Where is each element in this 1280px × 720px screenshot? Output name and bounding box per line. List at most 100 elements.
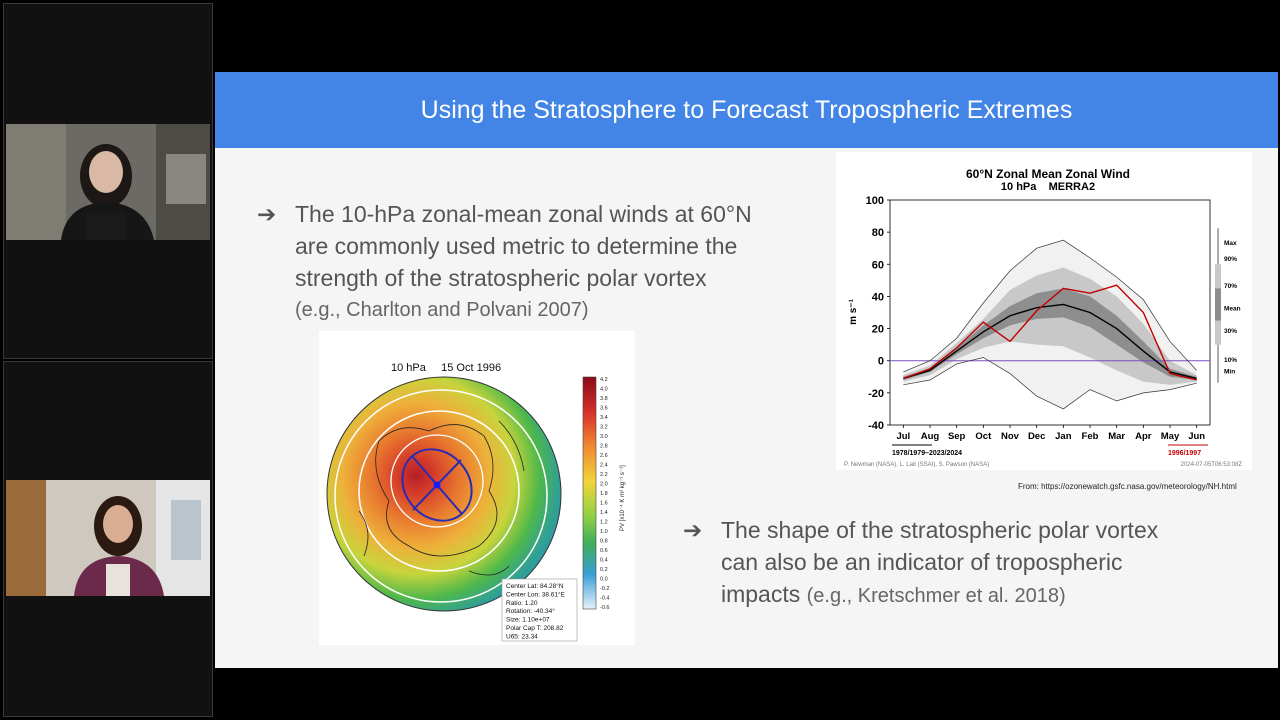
colorbar-tick-label: 3.4 <box>600 415 608 421</box>
x-tick-label: Sep <box>948 431 966 442</box>
chart-plot-area: 100 80 60 40 20 0 -20 -40 Jul Aug Sep Oct Nov Dec Jan F… <box>866 195 1241 446</box>
slide-header: Using the Stratosphere to Forecast Tropo… <box>215 72 1278 148</box>
polar-vortex-map: 10 hPa 15 Oct 1996 4.2 4.0 3.8 3.6 3.4 3.2 3.0… <box>326 362 626 642</box>
presentation-slide: Using the Stratosphere to Forecast Tropo… <box>215 72 1278 668</box>
x-tick-label: May <box>1161 431 1180 442</box>
colorbar-tick-label: -0.2 <box>600 586 609 592</box>
legend-entry: 10% <box>1224 357 1237 364</box>
colorbar-tick-label: 1.4 <box>600 510 608 516</box>
figure-source-credit: From: https://ozonewatch.gsfc.nasa.gov/m… <box>1018 482 1237 491</box>
colorbar-label: PV [x10⁻⁴ K m² kg⁻¹ s⁻¹] <box>619 465 626 531</box>
x-tick-label: Nov <box>1001 431 1020 442</box>
coastline <box>375 424 498 557</box>
contour-outer <box>334 389 548 603</box>
series-mean-line <box>903 303 1197 380</box>
colorbar-tick-label: 1.0 <box>600 529 608 535</box>
series-min-line <box>903 357 1197 410</box>
bullet-2-line-2: can also be an indicator of tropospheric <box>721 549 1123 575</box>
colorbar-tick-label: 4.2 <box>600 377 608 383</box>
contour-inner <box>390 434 484 528</box>
colorbar-tick-label: 2.2 <box>600 472 608 478</box>
map-info-line: Ratio: 1.20 <box>506 600 538 607</box>
x-tick-label: Feb <box>1082 431 1099 442</box>
colorbar-tick-label: 0.6 <box>600 548 608 554</box>
x-tick-label: Jul <box>896 431 910 442</box>
y-tick-label: -40 <box>868 420 884 432</box>
colorbar-tick-label: 3.2 <box>600 425 608 431</box>
map-info-box <box>501 578 578 642</box>
y-tick-label: 40 <box>872 291 884 303</box>
participant-tile-1[interactable] <box>3 3 213 359</box>
y-tick-label: 100 <box>866 195 884 207</box>
polar-vortex-map-figure: 10 hPa 15 Oct 1996 4.2 4.0 3.8 3.6 3.4 3.2 3.0… <box>319 331 635 645</box>
x-tick-label: Jun <box>1188 431 1205 442</box>
legend-entry: 30% <box>1224 328 1237 335</box>
colorbar-tick-label: 3.6 <box>600 406 608 412</box>
bullet-2-line-3: impacts <box>721 581 801 607</box>
chart-title: 60°N Zonal Mean Zonal Wind <box>966 167 1130 181</box>
x-tick-label: Mar <box>1108 431 1125 442</box>
y-tick-label: 60 <box>872 259 884 271</box>
map-info-line: U65: 23.34 <box>506 633 538 640</box>
bullet-1-line-1: The 10-hPa zonal-mean zonal winds at 60°… <box>295 201 752 227</box>
colorbar-tick-label: 4.0 <box>600 387 608 393</box>
colorbar-tick-label: 3.0 <box>600 434 608 440</box>
zonal-wind-chart-figure: 60°N Zonal Mean Zonal Wind 10 hPa MERRA2… <box>836 152 1252 470</box>
colorbar-tick-label: 1.2 <box>600 520 608 526</box>
participant-video-1 <box>6 124 210 240</box>
chart-ylabel: m s⁻¹ <box>848 298 859 325</box>
map-info-line: Center Lat: 84.28°N <box>506 582 564 590</box>
x-tick-label: Oct <box>975 431 992 442</box>
percentile-10-90-band <box>903 267 1197 385</box>
y-tick-label: 0 <box>878 356 884 368</box>
chart-subtitle: 10 hPa MERRA2 <box>1001 181 1095 193</box>
chart-credit: P. Newman (NASA), L. Lait (SSAI), S. Paw… <box>844 462 989 468</box>
bullet-1-line-2: are commonly used metric to determine th… <box>295 233 738 259</box>
bullet-2-line-1: The shape of the stratospheric polar vor… <box>721 517 1159 543</box>
arrow-bullet-icon: ➔ <box>257 201 277 227</box>
y-tick-label: -20 <box>868 388 884 400</box>
colorbar-tick-label: 0.4 <box>600 558 608 564</box>
colorbar-tick-label: 2.6 <box>600 453 608 459</box>
chart-timestamp: 2024-07-05T06:53:08Z <box>1181 462 1243 468</box>
bullet-1-citation: (e.g., Charlton and Polvani 2007) <box>295 299 589 321</box>
y-tick-label: 20 <box>872 324 884 336</box>
colorbar-tick-label: 0.8 <box>600 539 608 545</box>
legend-entry: Max <box>1224 240 1237 247</box>
colorbar-tick-label: -0.4 <box>600 596 609 602</box>
map-info-line: Center Lon: 38.61°E <box>506 590 566 598</box>
colorbar-tick-label: 2.0 <box>600 482 608 488</box>
legend-entry: 70% <box>1224 283 1237 290</box>
map-info-line: Rotation: -40.34° <box>506 607 555 615</box>
x-tick-label: Aug <box>921 431 940 442</box>
legend-band-30-70 <box>1215 288 1221 321</box>
bullet-vortex-strength: ➔ The 10-hPa zonal-mean zonal winds at 6… <box>257 198 835 326</box>
participant-tile-2[interactable] <box>3 361 213 717</box>
map-title: 10 hPa 15 Oct 1996 <box>391 362 501 374</box>
y-tick-label: 80 <box>872 227 884 239</box>
coastline <box>358 420 525 576</box>
colorbar-tick-label: 1.6 <box>600 501 608 507</box>
colorbar-tick-label: -0.6 <box>600 605 609 611</box>
participant-video-2 <box>6 480 210 596</box>
vortex-center <box>433 481 441 489</box>
x-tick-label: Apr <box>1135 431 1152 442</box>
period-label: 1978/1979–2023/2024 <box>892 450 962 457</box>
zonal-wind-chart: 60°N Zonal Mean Zonal Wind 10 hPa MERRA2… <box>844 167 1243 468</box>
colorbar <box>582 376 597 610</box>
slide-title: Using the Stratosphere to Forecast Tropo… <box>420 95 1073 124</box>
x-tick-label: Dec <box>1028 431 1045 442</box>
colorbar-ticks: 4.2 4.0 3.8 3.6 3.4 3.2 3.0 2.8 2.6 2.4 2.2 2.0 1.8 1… <box>600 377 609 611</box>
map-info-line: Size: 1.10e+07 <box>506 617 550 624</box>
contour-middle <box>358 410 520 572</box>
colorbar-tick-label: 1.8 <box>600 491 608 497</box>
colorbar-tick-label: 3.8 <box>600 396 608 402</box>
series-1996-1997-line <box>903 284 1197 381</box>
series-max-line <box>903 239 1197 373</box>
x-tick-label: Jan <box>1055 431 1072 442</box>
bullet-1-line-3: strength of the stratospheric polar vort… <box>295 265 707 291</box>
colorbar-tick-label: 0.0 <box>600 577 608 583</box>
legend-entry: 90% <box>1224 256 1237 263</box>
colorbar-tick-label: 0.2 <box>600 567 608 573</box>
